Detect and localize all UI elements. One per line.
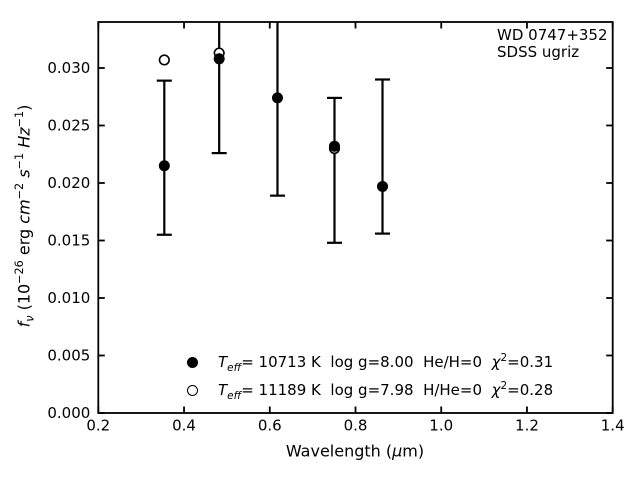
x-axis-label: Wavelength (μm): [285, 441, 425, 461]
legend-label-observed: Teff= 10713 K log g=8.00 He/H=0 χ2=0.31: [218, 352, 554, 374]
observed-point: [213, 53, 225, 65]
annotation-object-name: WD 0747+352: [497, 26, 608, 44]
y-tick-label: 0.030: [47, 59, 90, 77]
legend-entry-observed: Teff= 10713 K log g=8.00 He/H=0 χ2=0.31: [187, 352, 554, 374]
observed-point: [377, 180, 389, 192]
x-tick-label: 0.4: [172, 417, 196, 435]
x-tick-label: 1.2: [515, 417, 539, 435]
y-tick-label: 0.005: [47, 347, 90, 365]
legend-entry-model: Teff= 11189 K log g=7.98 H/He=0 χ2=0.28: [187, 380, 554, 402]
observed-point: [158, 160, 170, 172]
open-circle-marker-icon: [187, 384, 198, 396]
x-tick-label: 0.6: [258, 417, 282, 435]
x-tick-label: 1.4: [601, 417, 625, 435]
annotation: WD 0747+352 SDSS ugriz: [497, 27, 608, 60]
x-tick-label: 0.2: [86, 417, 110, 435]
y-tick-label: 0.010: [47, 289, 90, 307]
y-tick-label: 0.025: [47, 117, 90, 135]
legend-label-model: Teff= 11189 K log g=7.98 H/He=0 χ2=0.28: [218, 380, 554, 402]
x-tick-label: 1.0: [429, 417, 453, 435]
y-tick-label: 0.000: [47, 404, 90, 422]
filled-circle-marker-icon: [187, 356, 198, 368]
observed-point: [271, 92, 283, 104]
y-tick-label: 0.015: [47, 232, 90, 250]
model-point: [158, 54, 170, 66]
y-tick-label: 0.020: [47, 174, 90, 192]
x-tick-label: 0.8: [344, 417, 368, 435]
y-axis-label: fν (10−26 erg cm−2 s−1 Hz−1): [13, 104, 37, 328]
observed-point: [328, 140, 340, 152]
annotation-survey-name: SDSS ugriz: [497, 42, 580, 61]
